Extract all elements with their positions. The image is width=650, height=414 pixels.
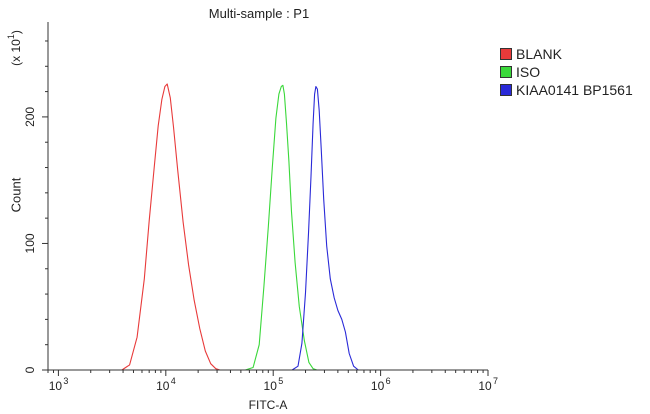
x-tick-label: 10 (371, 379, 385, 393)
y-tick-label: 100 (23, 233, 37, 253)
x-axis: 10 3 10 4 10 5 10 6 10 7 (47, 370, 498, 393)
chart-title: Multi-sample : P1 (209, 6, 309, 21)
x-tick-label: 10 (478, 379, 492, 393)
y-tick-label: 200 (23, 107, 37, 127)
series-line-blank (121, 83, 225, 371)
legend-label: ISO (516, 64, 541, 80)
y-axis-label-group: Count (x 101) (6, 30, 24, 212)
legend-label: BLANK (516, 46, 562, 62)
series-lines (121, 83, 364, 371)
legend-swatch (500, 84, 512, 96)
y-axis-label: Count (9, 177, 24, 212)
y-axis: 0 100 200 (23, 40, 48, 373)
legend-swatch (500, 48, 512, 60)
legend-item-blank: BLANK (500, 45, 633, 63)
x-tick-exponent: 7 (493, 376, 498, 386)
legend-swatch (500, 66, 512, 78)
series-line-kiaa0141-bp1561 (291, 85, 364, 371)
x-tick-label: 10 (264, 379, 278, 393)
legend-item-iso: ISO (500, 63, 633, 81)
x-tick-label: 10 (156, 379, 170, 393)
x-tick-label: 10 (49, 379, 63, 393)
plot-frame (47, 22, 488, 371)
x-tick-exponent: 4 (171, 376, 176, 386)
y-axis-multiplier: (x 101) (6, 30, 23, 66)
legend-item-kiaa0141-bp1561: KIAA0141 BP1561 (500, 81, 633, 99)
x-tick-exponent: 6 (386, 376, 391, 386)
x-axis-label: FITC-A (249, 398, 288, 412)
legend-label: KIAA0141 BP1561 (516, 82, 633, 98)
legend: BLANK ISO KIAA0141 BP1561 (500, 45, 633, 99)
x-tick-exponent: 5 (278, 376, 283, 386)
x-tick-exponent: 3 (63, 376, 68, 386)
series-line-iso (245, 84, 320, 371)
y-tick-label: 0 (23, 366, 37, 373)
